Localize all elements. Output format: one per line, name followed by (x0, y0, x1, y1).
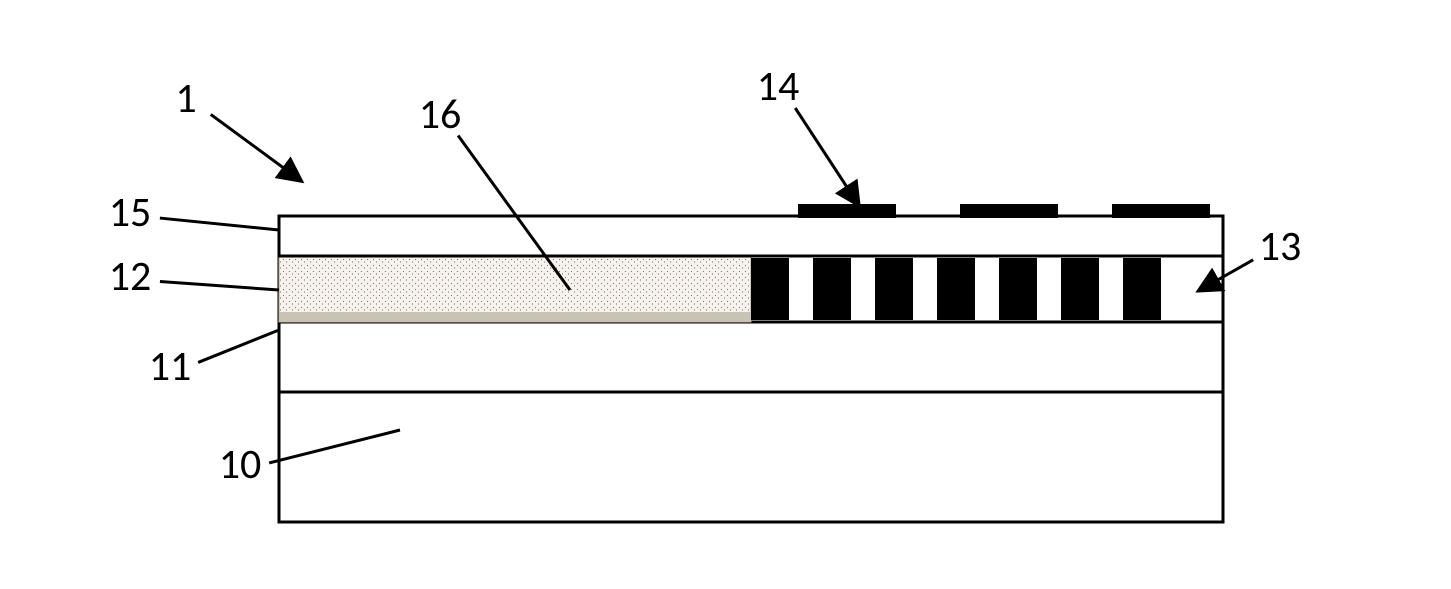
label-text-14: 14 (757, 61, 800, 112)
label-1: 1 (175, 73, 300, 180)
label-text-12: 12 (109, 251, 152, 302)
layer-15-cap (279, 216, 1223, 256)
label-12: 12 (109, 251, 279, 302)
region-16-base (279, 312, 751, 322)
stripe-13 (875, 258, 913, 320)
label-text-10: 10 (219, 439, 262, 490)
leader-15 (160, 218, 279, 230)
label-text-1: 1 (175, 73, 196, 124)
stripe-13 (999, 258, 1037, 320)
leader-11 (198, 330, 279, 362)
label-text-16: 16 (419, 89, 462, 140)
stripe-13 (937, 258, 975, 320)
stripe-13 (1123, 258, 1161, 320)
layer-11-buffer (279, 322, 1223, 392)
label-text-15: 15 (109, 187, 152, 238)
contact-14 (798, 204, 896, 218)
label-15: 15 (109, 187, 279, 238)
label-11: 11 (149, 330, 279, 392)
label-text-11: 11 (149, 341, 192, 392)
contact-14 (960, 204, 1058, 218)
layer-10-substrate (279, 392, 1223, 522)
leader-12 (160, 281, 279, 290)
leader-1 (211, 114, 300, 180)
stripe-13 (751, 258, 789, 320)
label-text-13: 13 (1259, 221, 1302, 272)
leader-14 (795, 108, 858, 204)
stripe-13 (1061, 258, 1099, 320)
contact-14 (1112, 204, 1210, 218)
stripe-13 (813, 258, 851, 320)
label-14: 14 (757, 61, 858, 204)
